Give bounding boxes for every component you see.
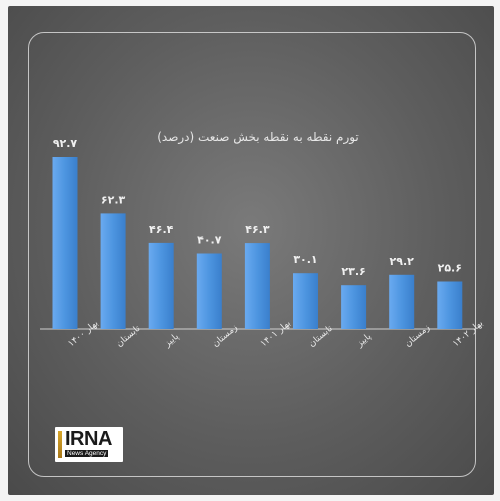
category-label-6: پاییز	[354, 331, 373, 350]
category-label-2: پاییز	[162, 331, 181, 350]
bar-4	[244, 243, 270, 329]
bar-6	[341, 285, 367, 329]
logo-subtitle: News Agency	[65, 450, 109, 457]
logo-accent-bar	[58, 431, 62, 458]
chart-title: تورم نقطه به نقطه بخش صنعت (درصد)	[157, 130, 359, 145]
bar-0	[52, 157, 78, 329]
bar-8	[437, 281, 463, 329]
value-label-0: ۹۲.۷	[53, 137, 78, 150]
bar-3	[196, 253, 222, 329]
bar-5	[293, 273, 318, 329]
value-label-5: ۳۰.۱	[293, 253, 317, 266]
irna-logo: IRNA News Agency	[55, 427, 123, 462]
value-label-6: ۲۳.۶	[341, 265, 365, 278]
chart-frame	[28, 32, 476, 477]
bar-1	[100, 213, 126, 329]
logo-name: IRNA	[65, 428, 112, 450]
value-label-1: ۶۲.۳	[101, 193, 126, 206]
value-label-7: ۲۹.۲	[390, 255, 415, 268]
value-label-2: ۴۶.۴	[149, 223, 174, 236]
value-label-3: ۴۰.۷	[197, 234, 222, 247]
value-label-8: ۲۵.۶	[438, 262, 462, 275]
bar-7	[389, 274, 415, 329]
value-label-4: ۴۶.۳	[245, 223, 270, 236]
bar-2	[148, 242, 174, 329]
